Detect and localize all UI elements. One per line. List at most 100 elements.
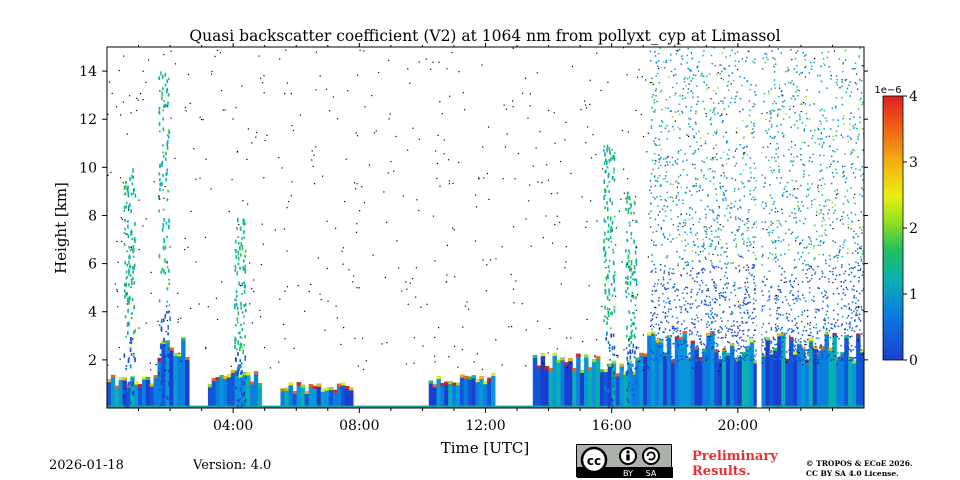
- noise-speck: [731, 352, 733, 355]
- noise-speck-dark: [775, 294, 778, 297]
- layer-top-edge: [591, 359, 597, 363]
- noise-speck: [793, 329, 795, 332]
- noise-speck-dark: [426, 303, 428, 305]
- noise-speck-dark: [541, 181, 543, 184]
- boundary-layer-cell: [246, 372, 251, 407]
- noise-speck: [651, 82, 654, 84]
- noise-speck: [815, 230, 818, 233]
- noise-speck: [705, 295, 708, 298]
- noise-speck: [829, 145, 831, 148]
- noise-speck: [797, 332, 800, 334]
- noise-speck: [781, 267, 783, 270]
- x-tick-label: 04:00: [213, 418, 253, 434]
- boundary-layer-cell: [816, 351, 822, 407]
- noise-speck: [692, 153, 694, 155]
- noise-speck: [712, 147, 715, 150]
- noise-speck-dark: [118, 69, 120, 72]
- noise-speck: [822, 300, 824, 303]
- noise-speck-dark: [697, 148, 700, 150]
- noise-speck: [796, 188, 799, 190]
- noise-speck: [652, 94, 655, 96]
- layer-top-edge: [296, 382, 302, 386]
- noise-speck: [808, 280, 811, 282]
- noise-speck-dark: [190, 307, 192, 310]
- noise-speck-dark: [564, 267, 566, 269]
- noise-speck: [768, 322, 770, 325]
- noise-speck: [734, 65, 737, 67]
- noise-speck-dark: [549, 327, 551, 330]
- noise-speck: [649, 217, 652, 219]
- aerosol-column-speck: [125, 201, 128, 205]
- noise-speck: [817, 74, 819, 77]
- aerosol-column-speck: [234, 344, 236, 350]
- noise-speck: [703, 161, 705, 164]
- noise-speck: [705, 345, 707, 348]
- noise-speck-dark: [585, 107, 588, 109]
- noise-speck: [811, 137, 813, 140]
- noise-speck: [678, 199, 680, 201]
- aerosol-column-speck: [158, 358, 161, 363]
- noise-speck: [788, 228, 790, 231]
- aerosol-column-speck: [128, 262, 130, 265]
- layer-top-edge: [107, 379, 112, 383]
- aerosol-column-speck: [125, 365, 128, 368]
- noise-speck: [746, 229, 749, 232]
- noise-speck: [796, 357, 798, 360]
- noise-speck: [753, 177, 755, 179]
- noise-speck: [775, 328, 777, 330]
- noise-speck: [851, 67, 854, 70]
- noise-speck: [807, 183, 809, 185]
- noise-speck: [838, 357, 841, 359]
- noise-speck-dark: [170, 117, 172, 119]
- noise-speck: [744, 60, 747, 62]
- noise-speck-dark: [110, 171, 112, 174]
- noise-speck-dark: [635, 309, 638, 312]
- aerosol-column-speck: [125, 270, 128, 274]
- noise-speck-dark: [501, 364, 503, 366]
- layer-top-edge: [173, 352, 178, 356]
- noise-speck-dark: [304, 310, 306, 312]
- noise-speck: [667, 107, 669, 110]
- boundary-layer-cell: [455, 382, 461, 407]
- noise-speck: [775, 312, 778, 315]
- layer-top-edge: [773, 347, 778, 351]
- noise-speck: [708, 296, 711, 298]
- noise-speck: [673, 359, 676, 361]
- noise-speck: [729, 328, 732, 331]
- noise-speck: [752, 235, 754, 238]
- layer-top-edge: [320, 388, 326, 392]
- noise-speck: [792, 95, 795, 98]
- noise-speck-dark: [449, 95, 451, 97]
- noise-speck: [724, 359, 726, 362]
- aerosol-column-speck: [241, 311, 244, 314]
- noise-speck-dark: [453, 345, 456, 347]
- noise-speck-dark: [554, 142, 556, 144]
- aerosol-column-speck: [634, 250, 637, 255]
- noise-speck: [755, 258, 757, 261]
- aerosol-column-speck: [633, 239, 635, 244]
- aerosol-column-speck: [129, 265, 132, 269]
- noise-speck: [794, 98, 797, 101]
- aerosol-column-speck: [235, 255, 238, 259]
- noise-speck: [836, 287, 839, 290]
- noise-speck: [709, 180, 712, 182]
- boundary-layer-cell: [459, 374, 465, 407]
- noise-speck: [856, 309, 858, 312]
- noise-speck: [811, 299, 813, 301]
- noise-speck: [806, 188, 809, 190]
- noise-speck: [664, 353, 667, 356]
- noise-speck: [701, 282, 704, 284]
- noise-speck: [728, 65, 730, 67]
- aerosol-column-speck: [161, 160, 164, 165]
- noise-speck-dark: [586, 220, 588, 223]
- noise-speck-dark: [689, 190, 691, 192]
- aerosol-column-speck: [242, 349, 245, 355]
- noise-speck: [804, 352, 807, 355]
- noise-speck: [822, 58, 825, 60]
- noise-speck: [842, 203, 845, 205]
- noise-speck: [796, 86, 798, 88]
- noise-speck-dark: [215, 297, 218, 299]
- noise-speck: [722, 165, 725, 167]
- noise-speck: [787, 359, 789, 362]
- noise-speck: [749, 241, 751, 243]
